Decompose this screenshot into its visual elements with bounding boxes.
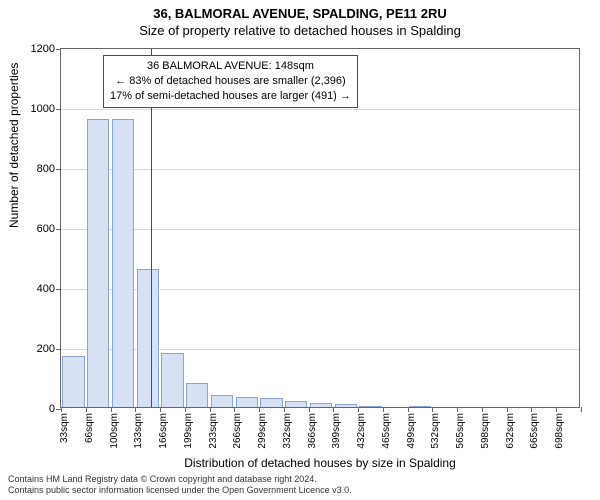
x-tick-label: 266sqm — [232, 413, 243, 449]
histogram-bar — [409, 406, 431, 407]
y-axis-label: Number of detached properties — [7, 63, 21, 228]
x-tick-label: 366sqm — [307, 413, 318, 449]
x-tick-label: 598sqm — [480, 413, 491, 449]
x-tick-label: 299sqm — [257, 413, 268, 449]
x-tick-label: 33sqm — [59, 413, 70, 443]
x-tick-mark — [581, 407, 582, 412]
x-tick-mark — [234, 407, 235, 412]
annotation-line: 36 BALMORAL AVENUE: 148sqm — [110, 59, 351, 74]
footnote-line2: Contains public sector information licen… — [8, 485, 352, 496]
x-tick-label: 698sqm — [554, 413, 565, 449]
y-tick-label: 200 — [37, 343, 55, 355]
histogram-bar — [211, 395, 233, 407]
chart-title: 36, BALMORAL AVENUE, SPALDING, PE11 2RU — [0, 0, 600, 21]
x-tick-mark — [432, 407, 433, 412]
annotation-line: ← 83% of detached houses are smaller (2,… — [110, 74, 351, 89]
y-tick-label: 400 — [37, 283, 55, 295]
y-tick-mark — [56, 229, 61, 230]
x-tick-label: 100sqm — [109, 413, 120, 449]
y-tick-label: 1200 — [31, 43, 55, 55]
y-tick-label: 0 — [49, 403, 55, 415]
x-tick-mark — [507, 407, 508, 412]
histogram-bar — [137, 269, 159, 407]
histogram-bar — [359, 406, 381, 408]
annotation-line: 17% of semi-detached houses are larger (… — [110, 89, 351, 104]
x-tick-mark — [383, 407, 384, 412]
x-tick-mark — [309, 407, 310, 412]
histogram-bar — [285, 401, 307, 407]
footnote: Contains HM Land Registry data © Crown c… — [8, 474, 352, 497]
gridline — [61, 109, 579, 110]
histogram-bar — [87, 119, 109, 407]
x-tick-label: 66sqm — [84, 413, 95, 443]
x-tick-mark — [556, 407, 557, 412]
x-tick-mark — [333, 407, 334, 412]
histogram-bar — [335, 404, 357, 407]
x-tick-mark — [259, 407, 260, 412]
x-tick-mark — [185, 407, 186, 412]
plot-frame: 02004006008001000120033sqm66sqm100sqm133… — [60, 48, 580, 408]
x-tick-label: 133sqm — [133, 413, 144, 449]
y-tick-mark — [56, 49, 61, 50]
histogram-bar — [260, 398, 282, 407]
x-tick-label: 632sqm — [505, 413, 516, 449]
y-tick-label: 600 — [37, 223, 55, 235]
x-tick-label: 199sqm — [183, 413, 194, 449]
x-tick-label: 233sqm — [208, 413, 219, 449]
x-tick-mark — [210, 407, 211, 412]
x-tick-mark — [531, 407, 532, 412]
y-tick-mark — [56, 349, 61, 350]
footnote-line1: Contains HM Land Registry data © Crown c… — [8, 474, 352, 485]
y-tick-mark — [56, 289, 61, 290]
y-tick-mark — [56, 109, 61, 110]
x-tick-mark — [160, 407, 161, 412]
x-tick-mark — [284, 407, 285, 412]
x-tick-mark — [482, 407, 483, 412]
x-tick-mark — [86, 407, 87, 412]
x-tick-label: 399sqm — [331, 413, 342, 449]
gridline — [61, 229, 579, 230]
histogram-bar — [186, 383, 208, 407]
x-tick-mark — [135, 407, 136, 412]
chart-container: 36, BALMORAL AVENUE, SPALDING, PE11 2RU … — [0, 0, 600, 500]
x-tick-label: 166sqm — [158, 413, 169, 449]
x-tick-mark — [358, 407, 359, 412]
annotation-box: 36 BALMORAL AVENUE: 148sqm← 83% of detac… — [103, 55, 358, 108]
chart-subtitle: Size of property relative to detached ho… — [0, 23, 600, 38]
x-tick-label: 499sqm — [406, 413, 417, 449]
x-tick-mark — [61, 407, 62, 412]
histogram-bar — [161, 353, 183, 407]
x-tick-mark — [111, 407, 112, 412]
y-tick-mark — [56, 169, 61, 170]
x-tick-label: 565sqm — [455, 413, 466, 449]
x-tick-label: 665sqm — [529, 413, 540, 449]
histogram-bar — [112, 119, 134, 407]
gridline — [61, 169, 579, 170]
y-tick-label: 800 — [37, 163, 55, 175]
x-tick-mark — [408, 407, 409, 412]
x-axis-label: Distribution of detached houses by size … — [184, 456, 456, 470]
x-tick-label: 332sqm — [282, 413, 293, 449]
histogram-bar — [236, 397, 258, 408]
x-tick-label: 532sqm — [430, 413, 441, 449]
y-tick-label: 1000 — [31, 103, 55, 115]
x-tick-label: 432sqm — [356, 413, 367, 449]
histogram-bar — [310, 403, 332, 408]
plot-area: 02004006008001000120033sqm66sqm100sqm133… — [60, 48, 580, 408]
x-tick-mark — [457, 407, 458, 412]
histogram-bar — [62, 356, 84, 407]
x-tick-label: 465sqm — [381, 413, 392, 449]
